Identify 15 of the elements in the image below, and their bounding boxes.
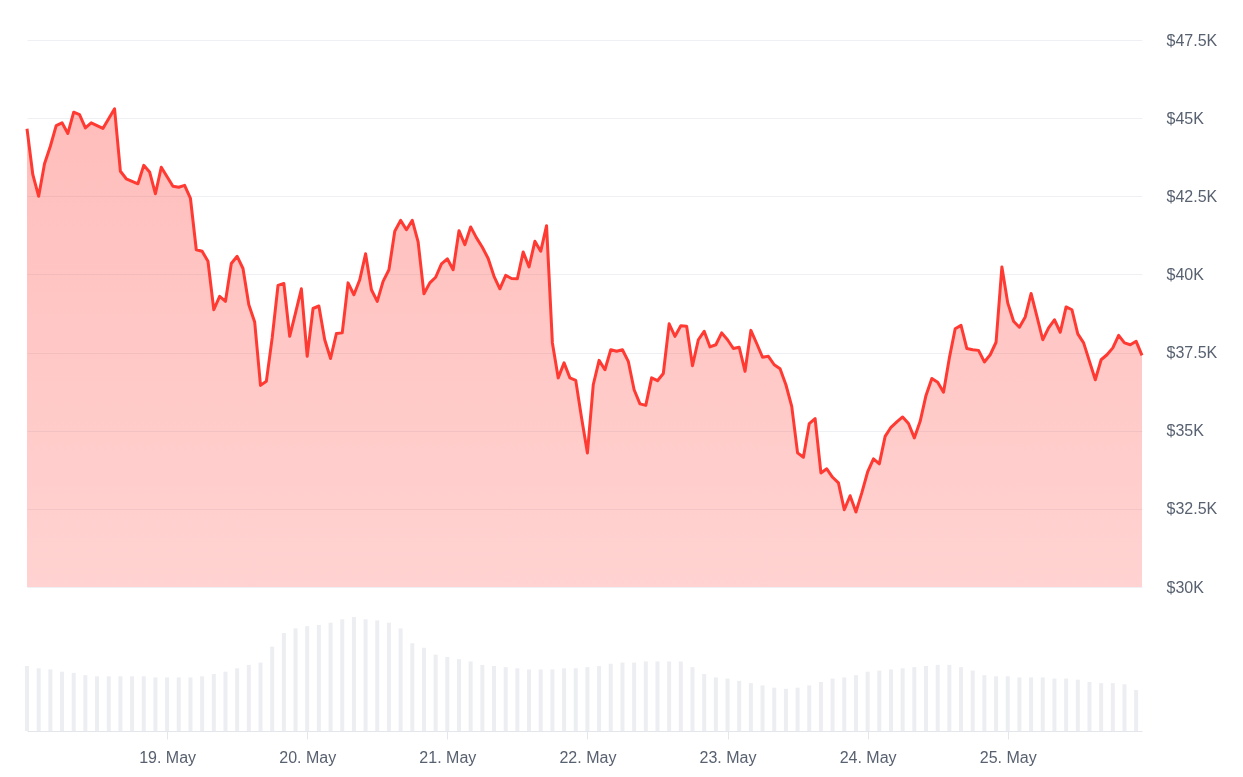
y-tick-label: $30K <box>1166 578 1205 596</box>
y-tick-label: $42.5K <box>1166 187 1218 205</box>
y-tick-label: $45K <box>1166 109 1205 127</box>
y-tick-label: $32.5K <box>1166 500 1218 518</box>
x-tick-label: 19. May <box>139 748 197 766</box>
x-tick-label: 23. May <box>699 748 757 766</box>
x-tick-label: 20. May <box>279 748 337 766</box>
x-tick-label: 21. May <box>419 748 477 766</box>
y-tick-label: $35K <box>1166 422 1205 440</box>
x-tick-label: 22. May <box>559 748 617 766</box>
x-tick-label: 25. May <box>979 748 1037 766</box>
x-tick-label: 24. May <box>839 748 897 766</box>
y-tick-label: $47.5K <box>1166 31 1218 49</box>
y-tick-label: $37.5K <box>1166 344 1218 362</box>
y-tick-label: $40K <box>1166 265 1205 283</box>
